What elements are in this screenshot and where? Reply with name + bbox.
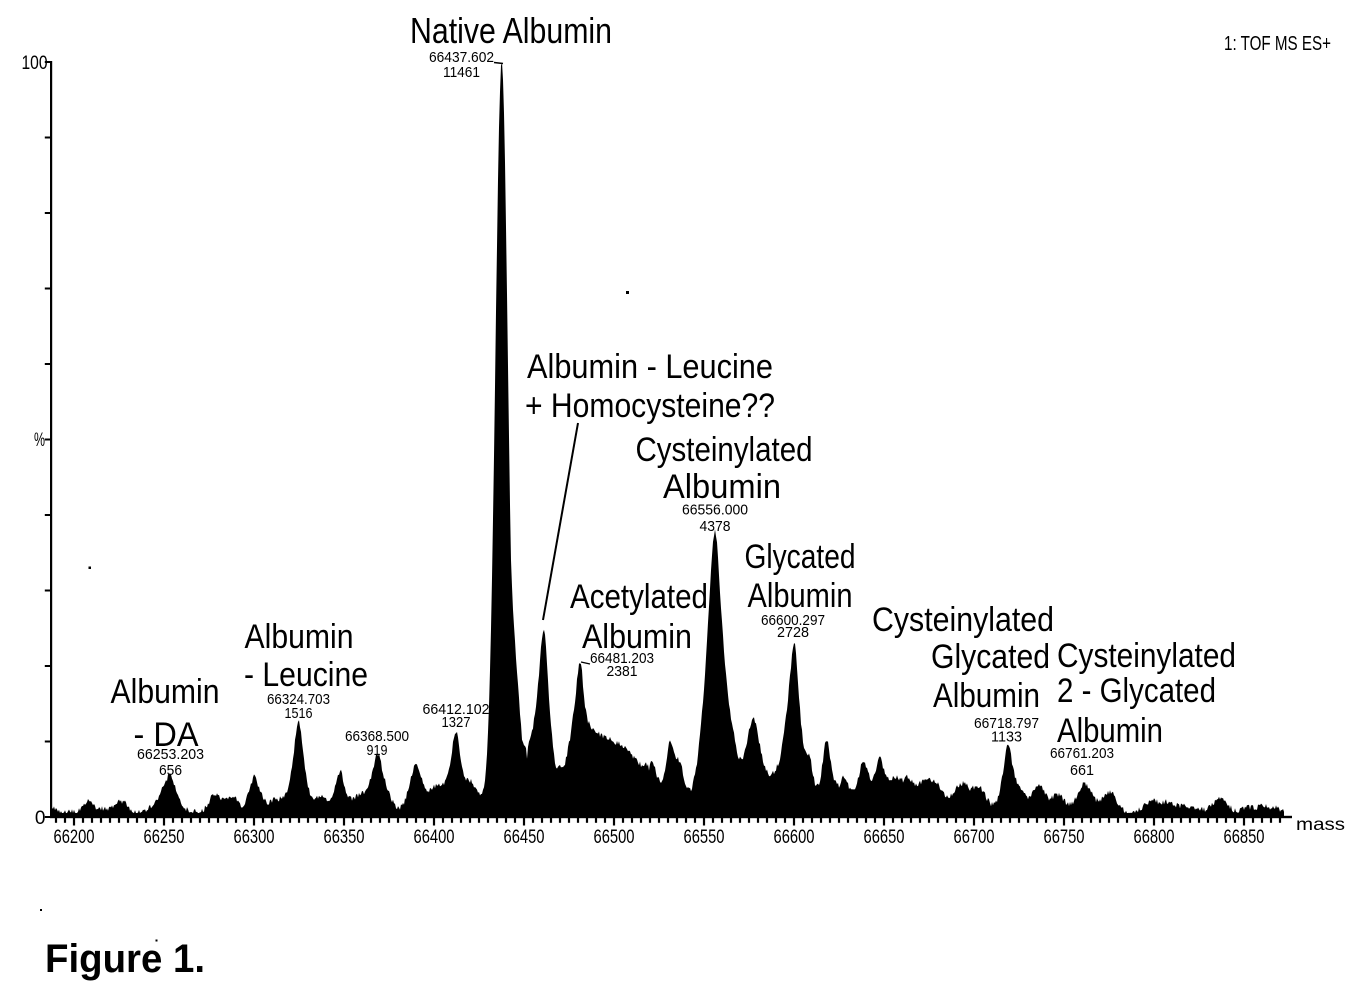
- svg-text:2381: 2381: [607, 663, 638, 680]
- svg-text:Glycated: Glycated: [745, 538, 856, 576]
- svg-text:Albumin - Leucine: Albumin - Leucine: [527, 348, 773, 386]
- svg-text:66850: 66850: [1224, 827, 1265, 848]
- svg-text:66650: 66650: [864, 827, 905, 848]
- svg-text:2 - Glycated: 2 - Glycated: [1057, 672, 1216, 710]
- svg-text:656: 656: [159, 762, 182, 779]
- svg-text:100: 100: [22, 53, 48, 74]
- svg-text:1327: 1327: [442, 714, 471, 731]
- svg-text:Cysteinylated: Cysteinylated: [1057, 637, 1236, 675]
- svg-text:+ Homocysteine??: + Homocysteine??: [525, 387, 775, 425]
- svg-text:66750: 66750: [1044, 827, 1085, 848]
- svg-text:66368.500: 66368.500: [345, 728, 409, 745]
- svg-text:Albumin: Albumin: [1057, 712, 1163, 750]
- svg-text:66481.203: 66481.203: [590, 650, 654, 667]
- svg-text:%: %: [34, 430, 45, 451]
- svg-text:Acetylated: Acetylated: [570, 578, 708, 616]
- svg-text:66250: 66250: [144, 827, 185, 848]
- svg-text:66412.102: 66412.102: [423, 701, 490, 718]
- svg-text:2728: 2728: [777, 624, 809, 641]
- svg-text:Albumin: Albumin: [245, 618, 354, 656]
- svg-text:66300: 66300: [234, 827, 275, 848]
- svg-text:Albumin: Albumin: [111, 673, 220, 711]
- svg-text:Native Albumin: Native Albumin: [410, 10, 612, 51]
- svg-text:66450: 66450: [504, 827, 545, 848]
- svg-text:66800: 66800: [1134, 827, 1175, 848]
- svg-text:0: 0: [35, 808, 46, 829]
- svg-text:66253.203: 66253.203: [137, 746, 204, 763]
- svg-text:66600.297: 66600.297: [761, 612, 825, 629]
- svg-text:66200: 66200: [54, 827, 95, 848]
- svg-text:Albumin: Albumin: [748, 577, 853, 615]
- svg-text:66350: 66350: [324, 827, 365, 848]
- svg-text:Albumin: Albumin: [663, 468, 781, 506]
- svg-text:mass: mass: [1296, 814, 1345, 834]
- svg-text:1: TOF MS ES+: 1: TOF MS ES+: [1224, 33, 1331, 55]
- svg-text:4378: 4378: [700, 518, 731, 535]
- svg-text:66700: 66700: [954, 827, 995, 848]
- svg-text:66718.797: 66718.797: [974, 715, 1039, 732]
- svg-text:66761.203: 66761.203: [1050, 745, 1114, 762]
- svg-text:Albumin: Albumin: [933, 677, 1040, 715]
- svg-text:1133: 1133: [991, 729, 1022, 746]
- svg-text:66437.602: 66437.602: [429, 49, 494, 66]
- svg-text:Albumin: Albumin: [582, 618, 692, 656]
- svg-text:Cysteinylated: Cysteinylated: [636, 431, 813, 469]
- svg-text:66400: 66400: [414, 827, 455, 848]
- svg-text:Figure 1.: Figure 1.: [45, 937, 205, 981]
- svg-text:- Leucine: - Leucine: [244, 656, 368, 694]
- svg-text:66550: 66550: [684, 827, 725, 848]
- svg-text:66556.000: 66556.000: [682, 502, 748, 519]
- svg-text:66500: 66500: [594, 827, 635, 848]
- svg-text:66600: 66600: [774, 827, 815, 848]
- svg-text:1516: 1516: [285, 705, 313, 722]
- svg-text:66324.703: 66324.703: [267, 691, 330, 708]
- svg-text:- DA: - DA: [134, 716, 199, 754]
- svg-text:Cysteinylated: Cysteinylated: [872, 601, 1054, 639]
- svg-text:Glycated: Glycated: [931, 638, 1050, 676]
- svg-text:11461: 11461: [443, 64, 480, 81]
- svg-text:661: 661: [1070, 762, 1094, 779]
- svg-text:919: 919: [367, 742, 388, 759]
